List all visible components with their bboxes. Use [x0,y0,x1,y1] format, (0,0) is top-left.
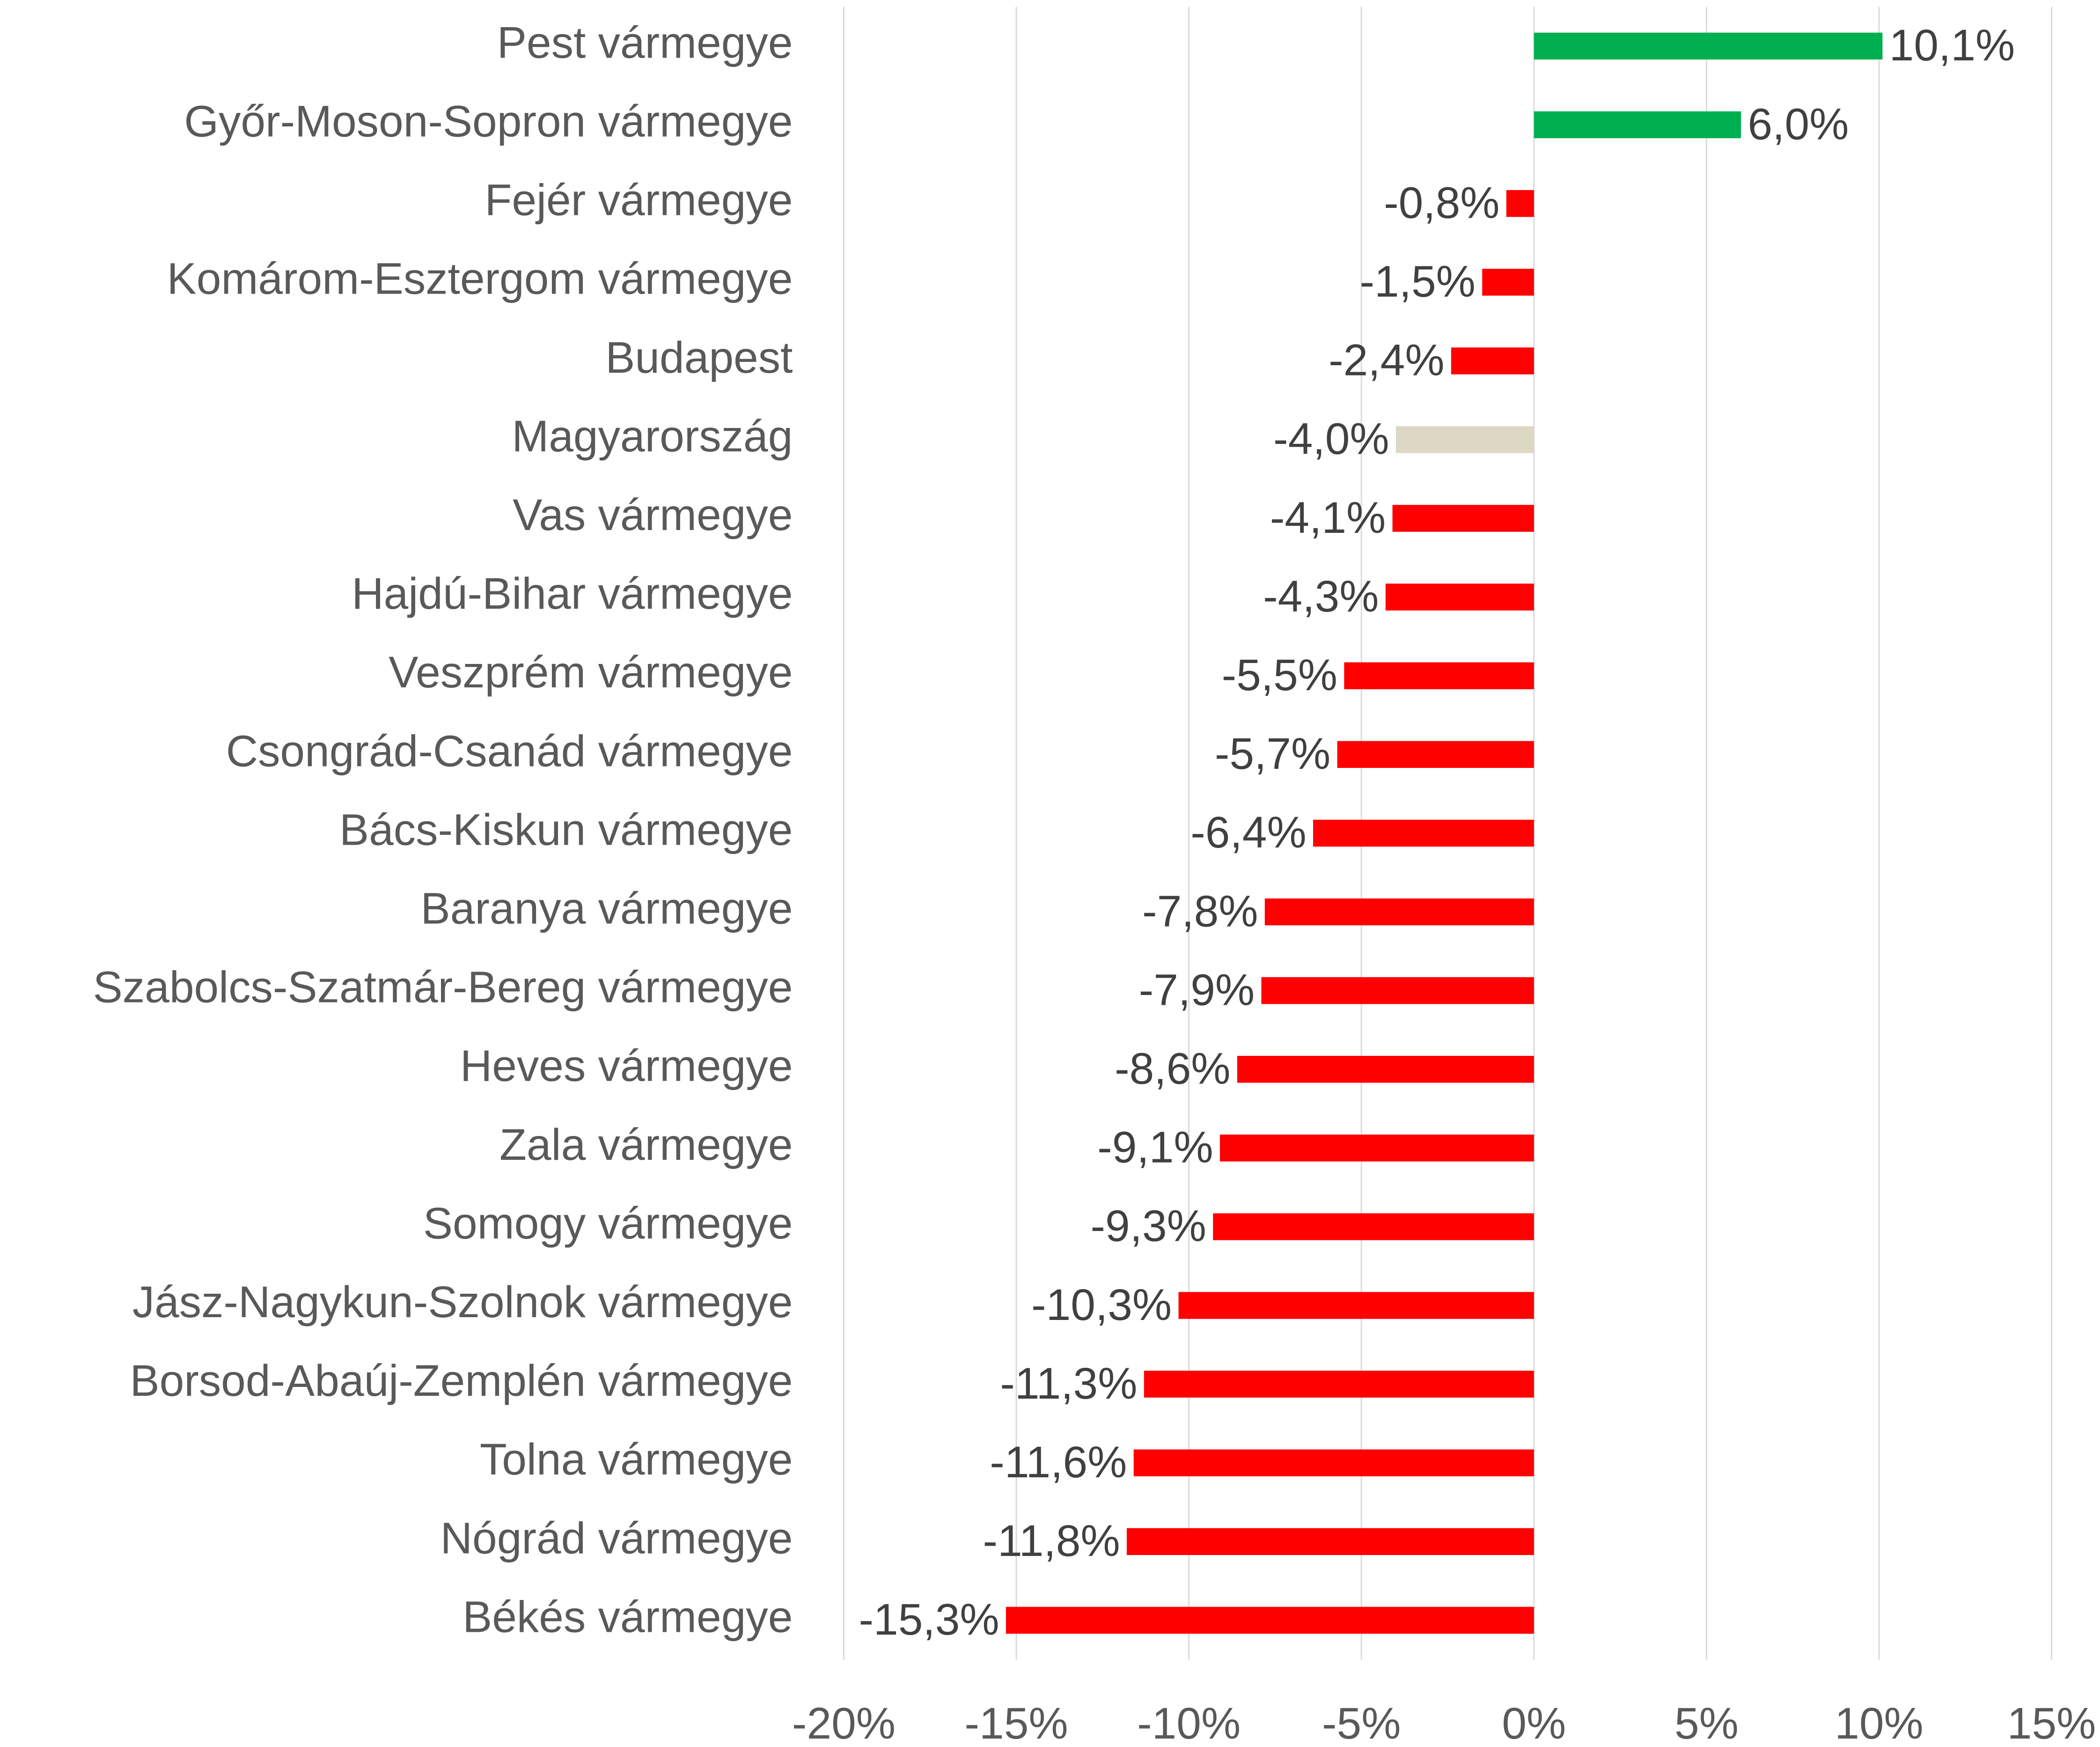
category-label: Hajdú-Bihar vármegye [352,569,793,619]
bar [1482,269,1534,296]
value-label: 10,1% [1889,21,2015,70]
value-label: -5,7% [1215,729,1330,779]
x-tick-label: -15% [964,1699,1068,1747]
bar [1144,1371,1534,1398]
bar [1392,505,1534,532]
bar [1213,1213,1534,1240]
x-tick-label: 15% [2007,1699,2096,1747]
value-label: -2,4% [1329,336,1444,385]
value-label: -1,5% [1359,257,1475,306]
value-label: -6,4% [1190,808,1306,857]
bar [1337,741,1534,768]
value-label: -15,3% [859,1595,999,1644]
bar [1237,1056,1534,1083]
value-label: -11,8% [983,1516,1120,1566]
category-label: Borsod-Abaúj-Zemplén vármegye [130,1356,793,1406]
bar [1219,1135,1534,1162]
category-label: Baranya vármegye [421,884,793,934]
x-tick-label: -20% [792,1699,896,1747]
value-label: -9,1% [1097,1123,1213,1172]
bar [1395,426,1534,453]
value-label: -5,5% [1222,650,1337,700]
bar [1534,32,1883,60]
category-label: Somogy vármegye [423,1199,793,1248]
category-label: Vas vármegye [513,490,793,540]
value-label: -4,1% [1270,493,1386,543]
category-label: Budapest [605,333,793,383]
x-tick-label: -5% [1322,1699,1401,1747]
bar [1264,898,1534,926]
category-label: Zala vármegye [499,1120,793,1170]
category-label: Jász-Nagykun-Szolnok vármegye [132,1277,793,1327]
category-label: Fejér vármegye [485,176,793,225]
category-label: Tolna vármegye [480,1435,793,1484]
value-label: -7,8% [1142,886,1258,936]
bar [1133,1449,1534,1476]
bar [1126,1528,1534,1555]
value-label: -9,3% [1090,1202,1206,1251]
x-tick-label: 10% [1835,1699,1924,1747]
value-label: -10,3% [1031,1280,1172,1330]
bar [1261,977,1534,1004]
value-label: -11,6% [990,1437,1127,1487]
category-label: Békés vármegye [463,1592,793,1642]
category-label: Komárom-Esztergom vármegye [167,254,793,304]
value-label: -0,8% [1384,178,1499,228]
category-label: Szabolcs-Szatmár-Bereg vármegye [93,963,793,1012]
value-label: -7,9% [1139,965,1255,1015]
x-tick-label: 0% [1502,1699,1566,1747]
bar [1313,819,1534,847]
bar [1385,583,1534,611]
category-label: Bács-Kiskun vármegye [339,805,793,855]
value-label: -8,6% [1115,1044,1230,1093]
bar [1534,111,1741,139]
value-label: -4,0% [1273,414,1389,464]
category-label: Heves vármegye [460,1041,793,1091]
x-tick-label: 5% [1674,1699,1739,1747]
bar [1006,1607,1534,1634]
x-tick-label: -10% [1137,1699,1241,1747]
value-label: 6,0% [1748,99,1849,149]
category-label: Pest vármegye [497,18,793,67]
bar [1451,347,1534,375]
category-label: Nógrád vármegye [441,1513,793,1563]
bar [1344,662,1534,689]
category-label: Veszprém vármegye [389,648,793,697]
value-label: -11,3% [1000,1359,1137,1408]
bar [1178,1292,1534,1319]
category-label: Magyarország [512,412,793,461]
category-label: Csongrád-Csanád vármegye [226,726,793,776]
value-label: -4,3% [1263,572,1379,621]
category-label: Győr-Moson-Sopron vármegye [184,97,793,147]
bar [1506,190,1534,217]
